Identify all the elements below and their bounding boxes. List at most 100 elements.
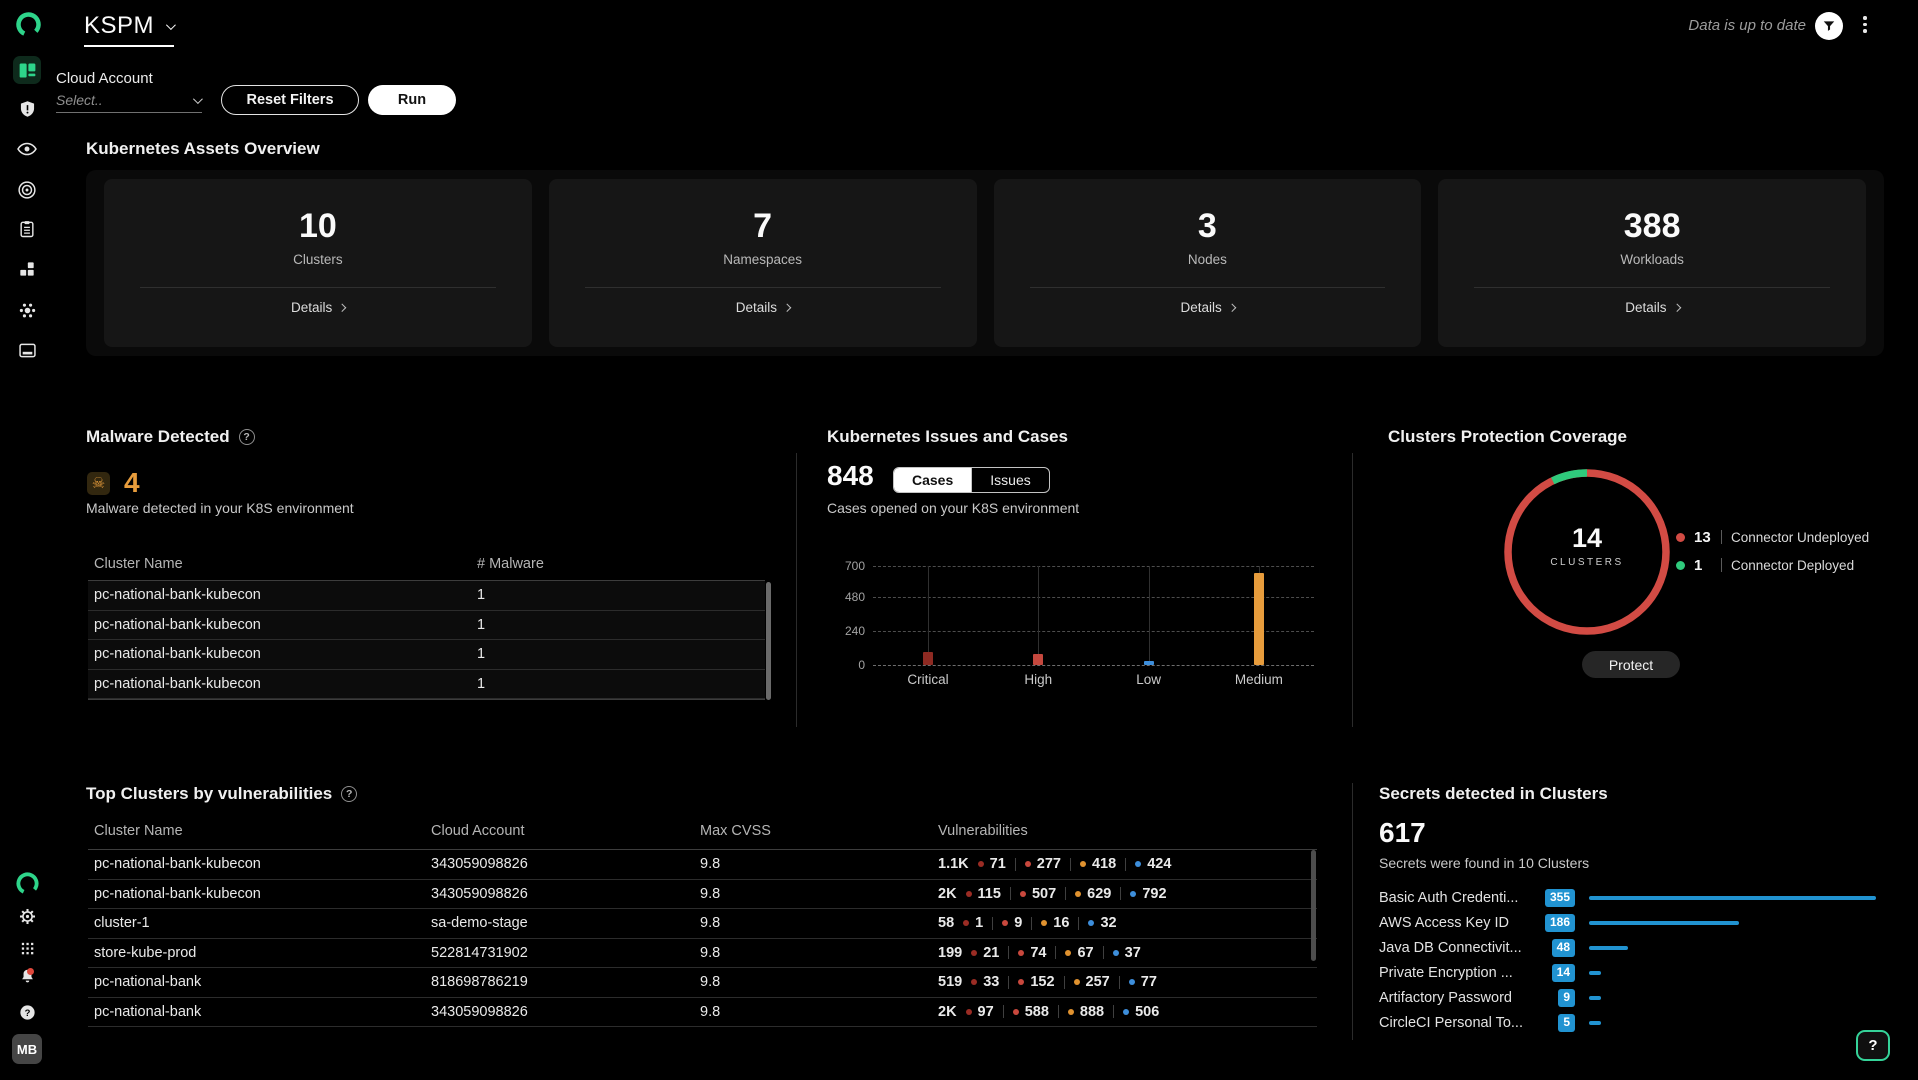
secret-row: CircleCI Personal To... 5 [1379,1012,1884,1034]
vulnerabilities-cell: 2K 97 588 888 506 [938,1004,1317,1020]
sidebar-item-eye[interactable] [13,135,41,163]
x-axis-label: Low [1136,672,1161,687]
app-title-dropdown[interactable]: KSPM [84,12,176,40]
app-title: KSPM [84,12,155,39]
cloud-account-select[interactable]: Select.. [56,88,203,113]
secret-count-badge: 48 [1551,939,1575,957]
cluster-name-cell: store-kube-prod [94,944,197,961]
sidebar-item-bell[interactable] [13,962,41,990]
app-title-underline [84,45,174,47]
details-link[interactable]: Details [291,300,346,315]
legend-value: 13 [1694,528,1711,546]
malware-table-row[interactable]: pc-national-bank-kubecon 1 [88,581,765,611]
malware-table: Cluster Name # Malware pc-national-bank-… [88,552,765,700]
severity-value: 588 [1024,1003,1049,1020]
clusters-table-row[interactable]: pc-national-bank-kubecon 343059098826 9.8 1… [88,850,1317,880]
severity-dot [1067,1008,1074,1015]
vulnerabilities-cell: 2K 115 507 629 792 [938,886,1317,902]
kebab-menu-button[interactable] [1863,16,1867,33]
help-icon[interactable]: ? [238,429,255,445]
clusters-table-row[interactable]: pc-national-bank-kubecon 343059098826 9.8 2… [88,880,1317,909]
vuln-total: 199 [938,944,963,961]
severity-value: 97 [977,1003,994,1020]
sidebar-item-window-card[interactable] [13,336,41,364]
secret-badge-wrap: 186 [1531,914,1575,932]
sidebar-item-gear[interactable] [13,902,41,930]
malware-subtitle: Malware detected in your K8S environment [86,500,354,516]
clusters-table-row[interactable]: store-kube-prod 522814731902 9.8 199 21 74 67 3… [88,939,1317,968]
severity-dot [1123,1008,1130,1015]
card-divider [584,287,941,288]
severity-value: 277 [1036,856,1061,873]
scrollbar-thumb[interactable] [1311,850,1316,961]
sidebar-item-help-circle[interactable]: ? [13,998,41,1026]
vuln-severity-count: 424 [1135,856,1171,872]
secret-label: Java DB Connectivit... [1379,940,1522,956]
severity-value: 37 [1124,944,1141,961]
sidebar-item-clipboard-list[interactable] [13,215,41,243]
sidebar-item-brand-ring[interactable] [13,869,41,897]
sidebar-item-dashboard-panels[interactable] [13,56,41,84]
malware-table-row[interactable]: pc-national-bank-kubecon 1 [88,610,765,640]
details-link[interactable]: Details [1180,300,1236,315]
severity-dot [1073,979,1080,986]
sidebar-item-apps-grid[interactable] [13,934,41,962]
x-axis-label: Medium [1234,672,1283,687]
vuln-severity-count: 71 [977,856,1006,872]
malware-count-cell: 1 [477,675,486,692]
legend-label: Connector Undeployed [1731,529,1870,545]
severity-value: 32 [1100,915,1117,932]
filter-funnel-button[interactable] [1815,12,1843,40]
run-button[interactable]: Run [368,85,456,115]
severity-value: 74 [1030,944,1047,961]
sidebar-item-shield-alert[interactable] [13,95,41,123]
severity-value: 33 [983,974,1000,991]
sidebar-item-blocks[interactable] [13,255,41,283]
y-axis-tick: 240 [844,624,865,639]
clusters-table-row[interactable]: pc-national-bank 343059098826 9.8 2K 97 588 88… [88,998,1317,1027]
secret-label: Private Encryption ... [1379,965,1513,981]
severity-value: 257 [1085,974,1110,991]
svg-text:?: ? [24,1007,30,1018]
help-floating-button[interactable]: ? [1856,1030,1890,1061]
column-header: Vulnerabilities [938,823,1028,839]
malware-table-row[interactable]: pc-national-bank-kubecon 1 [88,669,765,699]
vuln-severity-count: 74 [1018,945,1046,961]
vuln-severity-count: 588 [1012,1003,1049,1020]
user-avatar[interactable]: MB [12,1034,42,1064]
chart-gridline [873,597,1314,599]
cluster-name-cell: pc-national-bank-kubecon [94,616,261,633]
sidebar-item-target-rings[interactable] [13,176,41,204]
vuln-total: 1.1K [938,856,969,873]
secret-count-badge: 5 [1558,1014,1575,1032]
clusters-table-row[interactable]: pc-national-bank 818698786219 9.8 519 33 152 2… [88,968,1317,998]
coverage-title: Clusters Protection Coverage [1388,427,1628,446]
malware-table-row[interactable]: pc-national-bank-kubecon 1 [88,640,765,670]
column-header: Cluster Name [94,823,183,839]
protect-button[interactable]: Protect [1582,651,1680,678]
top-clusters-section: Top Clusters by vulnerabilities ? Cluste… [86,775,1326,1035]
chart-bar-high [1033,653,1044,665]
clusters-table-row[interactable]: cluster-1 sa-demo-stage 9.8 58 1 9 16 32 [88,909,1317,939]
clusters-count: 14 [1571,523,1603,553]
tab-cases[interactable]: Cases [894,468,972,492]
secret-label: Basic Auth Credenti... [1379,890,1519,906]
details-link[interactable]: Details [1625,300,1681,315]
card-divider [1029,287,1386,288]
vuln-total: 2K [938,885,957,902]
reset-filters-button[interactable]: Reset Filters [221,85,359,115]
vuln-severity-count: 16 [1041,915,1069,931]
vuln-separator [1008,946,1010,960]
tab-issues[interactable]: Issues [971,468,1048,492]
help-icon[interactable]: ? [341,786,358,802]
vuln-severity-count: 33 [971,974,999,990]
severity-dot [1019,890,1026,897]
scrollbar-thumb[interactable] [766,582,771,700]
top-clusters-title: Top Clusters by vulnerabilities [86,784,333,803]
vuln-separator [1113,1005,1115,1019]
vuln-severity-count: 257 [1073,974,1110,991]
sidebar-item-burst-dots[interactable] [13,296,41,324]
card-label: Clusters [293,252,343,267]
details-link[interactable]: Details [736,300,791,315]
severity-value: 9 [1014,915,1023,932]
